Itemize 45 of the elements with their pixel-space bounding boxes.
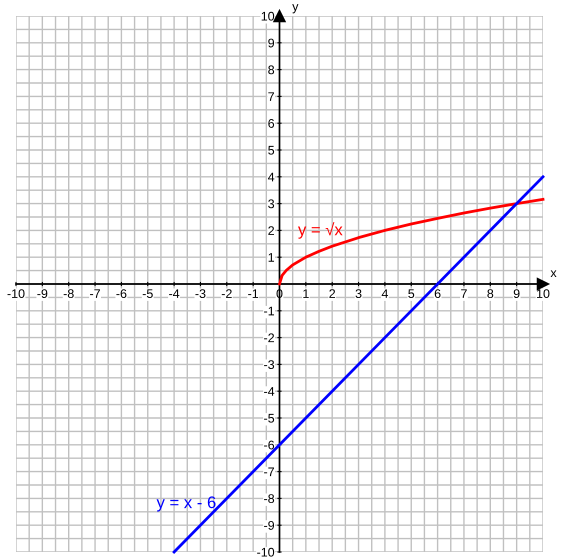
x-tick-label: -8 <box>64 289 74 298</box>
y-tick-label: 6 <box>268 119 274 128</box>
y-tick-label: -8 <box>264 494 274 504</box>
x-tick-label: -5 <box>142 289 153 298</box>
x-tick-label: -2 <box>222 289 232 298</box>
y-tick-label: 10 <box>262 12 274 21</box>
x-tick-label: 6 <box>434 289 441 298</box>
x-axis-title: x <box>550 270 557 277</box>
x-tick-label: 5 <box>408 289 414 298</box>
y-tick-label: 2 <box>268 226 274 235</box>
x-tick-label: -4 <box>169 289 180 298</box>
x-tick-label: -10 <box>8 289 25 298</box>
y-tick-label: 8 <box>268 65 274 74</box>
x-tick-label: 7 <box>461 289 467 298</box>
x-tick-label: -6 <box>116 289 126 298</box>
y-tick-label: -2 <box>264 333 274 342</box>
x-tick-label: 8 <box>487 289 494 298</box>
y-tick-label: 1 <box>268 253 274 262</box>
x-tick-label: 9 <box>514 289 520 298</box>
y-tick-label: 5 <box>268 146 274 155</box>
y-tick-label: -7 <box>264 468 274 476</box>
y-axis-title: y <box>292 4 298 14</box>
x-tick-label: 3 <box>356 289 362 298</box>
y-tick-label: 3 <box>268 199 274 208</box>
x-tick-label: 1 <box>303 289 309 298</box>
series-label: y = √x <box>298 222 343 239</box>
y-tick-label: 7 <box>268 92 274 101</box>
x-tick-label: 2 <box>329 289 336 298</box>
y-tick-label: -6 <box>264 440 274 450</box>
y-tick-label: -1 <box>264 306 274 316</box>
y-tick-label: -9 <box>264 521 274 530</box>
x-tick-label: 4 <box>382 289 388 298</box>
y-tick-label: -5 <box>264 414 274 423</box>
line-series <box>278 198 544 286</box>
series-label: y = x - 6 <box>156 496 216 512</box>
x-tick-label: -7 <box>90 289 100 298</box>
y-tick-label: -10 <box>257 548 274 557</box>
x-tick-label: 10 <box>537 289 550 298</box>
y-tick-label: 9 <box>268 38 274 48</box>
x-tick-label: -1 <box>248 289 258 298</box>
x-tick-label: -3 <box>195 289 206 298</box>
x-tick-label: -9 <box>37 289 48 298</box>
y-tick-label: 4 <box>268 172 274 182</box>
y-tick-label: -3 <box>264 360 274 370</box>
y-tick-label: -4 <box>264 387 274 396</box>
